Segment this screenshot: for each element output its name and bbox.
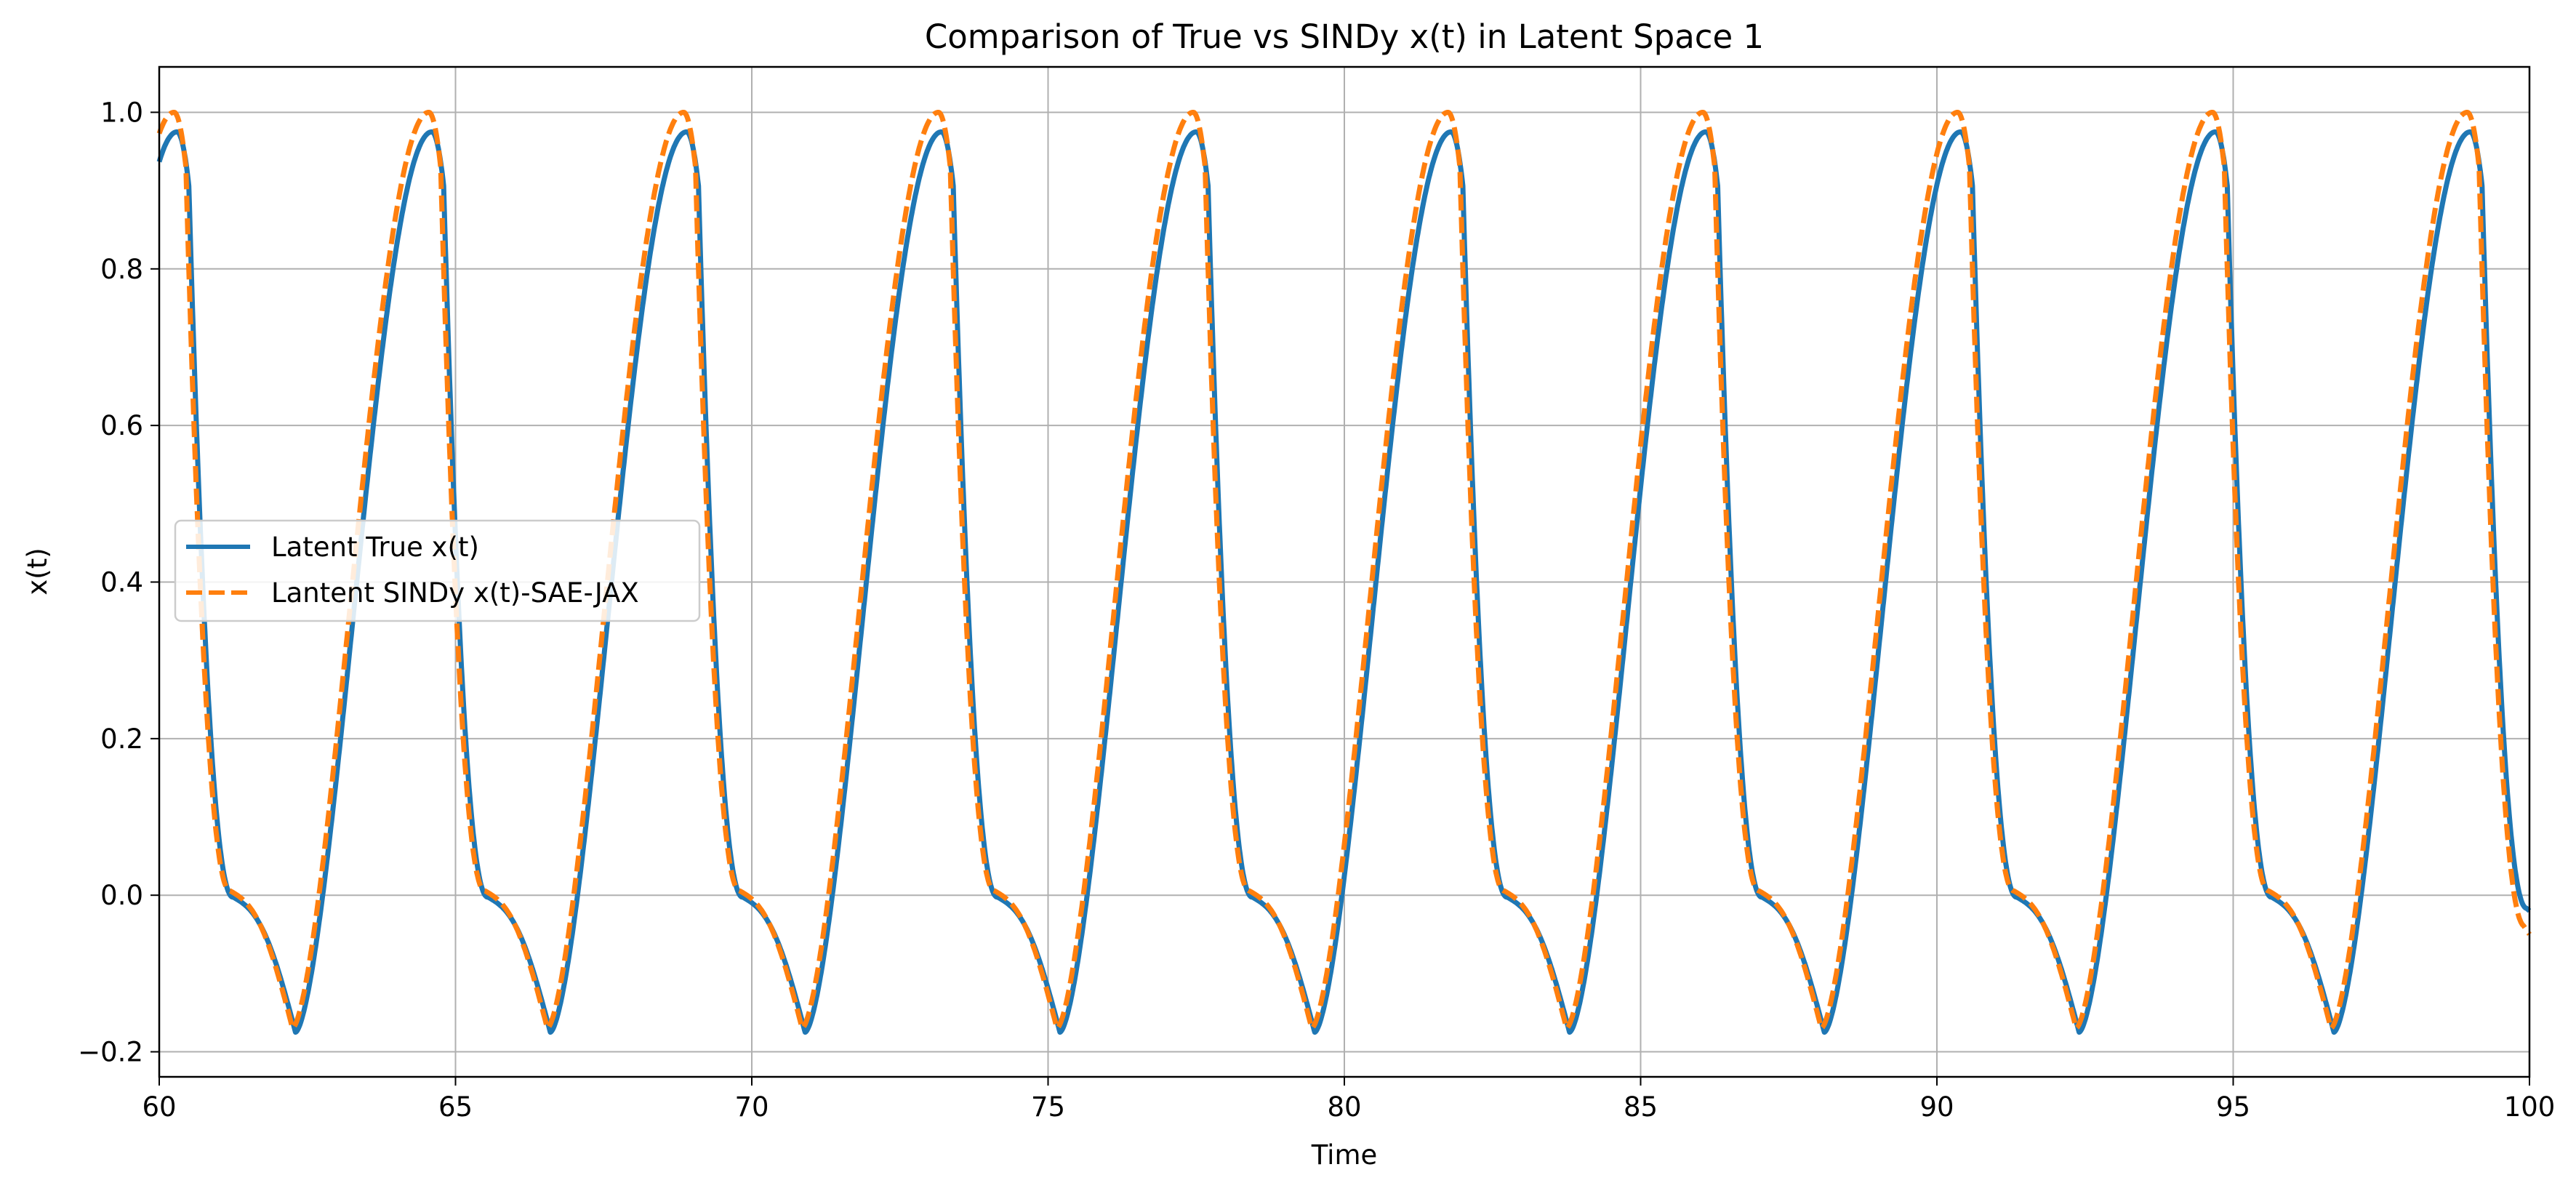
y-tick-label: 0.4: [100, 566, 143, 598]
y-tick-label: 0.0: [100, 880, 143, 911]
x-tick-label: 60: [142, 1091, 176, 1123]
x-tick-label: 95: [2216, 1091, 2250, 1123]
y-tick-label: 1.0: [100, 97, 143, 128]
x-axis-title: Time: [1311, 1139, 1378, 1171]
x-tick-label: 90: [1919, 1091, 1954, 1123]
legend: Latent True x(t) Lantent SINDy x(t)-SAE-…: [174, 519, 701, 622]
series-line-true: [156, 129, 2532, 1035]
y-tick-label: −0.2: [78, 1037, 143, 1068]
y-tick-label: 0.6: [100, 410, 143, 441]
x-tick-label: 75: [1031, 1091, 1065, 1123]
legend-frame: [174, 519, 701, 622]
legend-label-sindy: Lantent SINDy x(t)-SAE-JAX: [271, 577, 639, 609]
y-tick-label: 0.2: [100, 723, 143, 755]
x-tick-label: 65: [438, 1091, 473, 1123]
series-line-sindy: [156, 110, 2532, 1031]
x-tick-label: 70: [734, 1091, 769, 1123]
chart-title: Comparison of True vs SINDy x(t) in Late…: [925, 17, 1764, 56]
x-tick-label: 80: [1327, 1091, 1361, 1123]
y-axis-title: x(t): [22, 548, 53, 595]
plot-frame: [158, 65, 2531, 1078]
x-tick-label: 100: [2504, 1091, 2556, 1123]
x-tick-label: 85: [1624, 1091, 1658, 1123]
legend-label-true: Latent True x(t): [271, 532, 479, 563]
axis-ticks: 60 65 70 75 80 85 90 95 100 −0.2 0.0 0.2 0.4 0.6 0.8 1.…: [78, 97, 2555, 1123]
series-lines: [156, 110, 2532, 1035]
y-tick-label: 0.8: [100, 254, 143, 285]
